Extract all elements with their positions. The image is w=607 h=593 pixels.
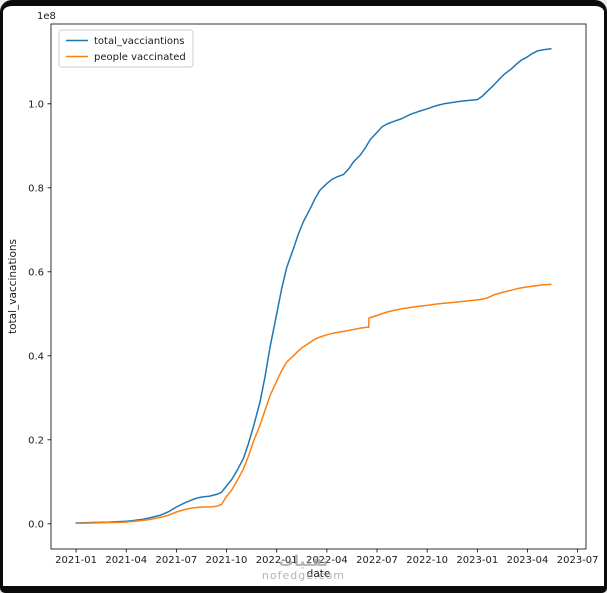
x-tick-label: 2023-07 xyxy=(557,555,599,566)
x-tick-label: 2022-04 xyxy=(306,555,348,566)
x-tick-label: 2021-04 xyxy=(105,555,147,566)
series-line-people-vaccinated xyxy=(75,283,552,525)
y-axis-offset-label: 1e8 xyxy=(37,11,56,22)
y-axis-label: total_vaccinations xyxy=(7,239,19,334)
x-tick-label: 2021-07 xyxy=(155,555,197,566)
legend-label: people vaccinated xyxy=(94,52,186,63)
x-tick-label: 2022-01 xyxy=(256,555,298,566)
legend-label: total_vacciantions xyxy=(94,36,185,47)
x-tick-label: 2021-10 xyxy=(206,555,248,566)
x-tick-label: 2022-10 xyxy=(406,555,448,566)
plot-box xyxy=(50,23,587,550)
legend-box xyxy=(58,29,194,68)
y-tick-label: 0.8 xyxy=(28,183,44,194)
x-tick-label: 2021-01 xyxy=(55,555,97,566)
y-tick-label: 1.0 xyxy=(28,99,44,110)
vaccination-line-chart: 2021-01 2021-04 2021-07 2021-10 2022-01 2022-… xyxy=(7,11,599,580)
y-tick-label: 0.0 xyxy=(28,519,44,530)
series-line-total_vacciantions xyxy=(75,48,552,524)
x-tick-label: 2023-04 xyxy=(507,555,549,566)
x-axis-label: date xyxy=(307,568,331,580)
x-tick-label: 2023-01 xyxy=(456,555,498,566)
y-tick-label: 0.6 xyxy=(28,267,44,278)
y-tick-label: 0.4 xyxy=(28,351,44,362)
y-tick-label: 0.2 xyxy=(28,435,44,446)
x-tick-label: 2022-07 xyxy=(356,555,398,566)
